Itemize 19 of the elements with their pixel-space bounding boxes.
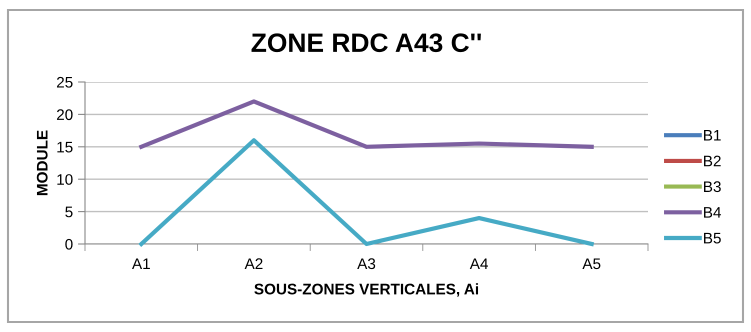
- x-tick-label: A2: [244, 258, 262, 269]
- y-tick-label: 5: [65, 206, 73, 218]
- y-tick-label: 10: [57, 174, 73, 185]
- chart-title: ZONE RDC A43 C'': [252, 33, 481, 52]
- legend-label: B1: [704, 130, 721, 141]
- legend-label: B2: [704, 156, 721, 166]
- legend-label: B3: [704, 181, 721, 192]
- x-tick-label: A5: [582, 258, 600, 270]
- y-axis-title: MODULE: [36, 130, 48, 196]
- y-tick-label: 15: [57, 142, 73, 152]
- y-tick-label: 20: [56, 109, 73, 120]
- legend-label: B5: [704, 232, 721, 244]
- x-tick-label: A4: [470, 258, 488, 269]
- y-tick-label: 25: [56, 76, 73, 88]
- legend-label: B4: [704, 207, 722, 218]
- x-axis-title: SOUS-ZONES VERTICALES, Ai: [254, 283, 478, 297]
- y-tick-label: 0: [65, 238, 73, 250]
- x-tick-label: A3: [357, 258, 376, 270]
- x-tick-label: A1: [132, 258, 150, 269]
